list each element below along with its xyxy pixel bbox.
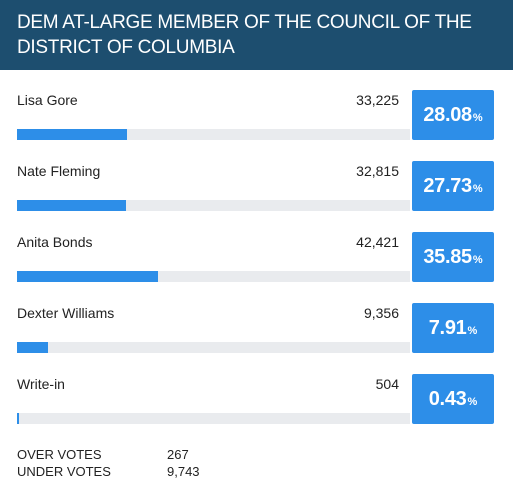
vote-percent-value: 35.85: [423, 245, 472, 268]
candidate-list: Lisa Gore 33,225 28.08% Nate Fleming 32,…: [0, 70, 513, 425]
vote-percent-sign: %: [467, 325, 478, 337]
vote-percent-badge: 28.08%: [412, 90, 494, 140]
candidate-name: Write-in: [17, 376, 65, 392]
candidate-row: Lisa Gore 33,225 28.08%: [0, 70, 513, 141]
candidate-row: Nate Fleming 32,815 27.73%: [0, 141, 513, 212]
vote-percent-value: 0.43: [428, 387, 467, 410]
vote-percent-sign: %: [472, 254, 483, 266]
under-votes-label: UNDER VOTES: [17, 464, 111, 479]
over-votes-value: 267: [167, 447, 189, 462]
candidate-votes: 42,421: [356, 234, 399, 250]
over-votes-label: OVER VOTES: [17, 447, 102, 462]
vote-percent-value: 28.08: [423, 103, 472, 126]
vote-share-bar: [17, 413, 410, 424]
vote-share-bar-fill: [17, 271, 158, 282]
vote-percent-value: 27.73: [423, 174, 472, 197]
candidate-row: Dexter Williams 9,356 7.91%: [0, 283, 513, 354]
candidate-votes: 32,815: [356, 163, 399, 179]
candidate-row: Write-in 504 0.43%: [0, 354, 513, 425]
race-title: DEM AT-LARGE MEMBER OF THE COUNCIL OF TH…: [0, 0, 513, 70]
vote-share-bar: [17, 129, 410, 140]
vote-percent-sign: %: [472, 112, 483, 124]
vote-percent-sign: %: [472, 183, 483, 195]
vote-share-bar-fill: [17, 413, 20, 424]
candidate-name: Lisa Gore: [17, 92, 78, 108]
vote-percent-value: 7.91: [428, 316, 467, 339]
candidate-votes: 33,225: [356, 92, 399, 108]
under-votes-value: 9,743: [167, 464, 200, 479]
candidate-name: Dexter Williams: [17, 305, 115, 321]
vote-share-bar-fill: [17, 342, 49, 353]
vote-percent-badge: 7.91%: [412, 303, 494, 353]
vote-share-bar: [17, 200, 410, 211]
vote-percent-badge: 27.73%: [412, 161, 494, 211]
candidate-row: Anita Bonds 42,421 35.85%: [0, 212, 513, 283]
candidate-votes: 504: [375, 376, 399, 392]
vote-percent-badge: 0.43%: [412, 374, 494, 424]
vote-share-bar-fill: [17, 129, 128, 140]
candidate-votes: 9,356: [363, 305, 399, 321]
candidate-name: Anita Bonds: [17, 234, 93, 250]
vote-percent-badge: 35.85%: [412, 232, 494, 282]
candidate-name: Nate Fleming: [17, 163, 101, 179]
vote-percent-sign: %: [467, 396, 478, 408]
vote-share-bar: [17, 271, 410, 282]
vote-share-bar-fill: [17, 200, 126, 211]
vote-share-bar: [17, 342, 410, 353]
